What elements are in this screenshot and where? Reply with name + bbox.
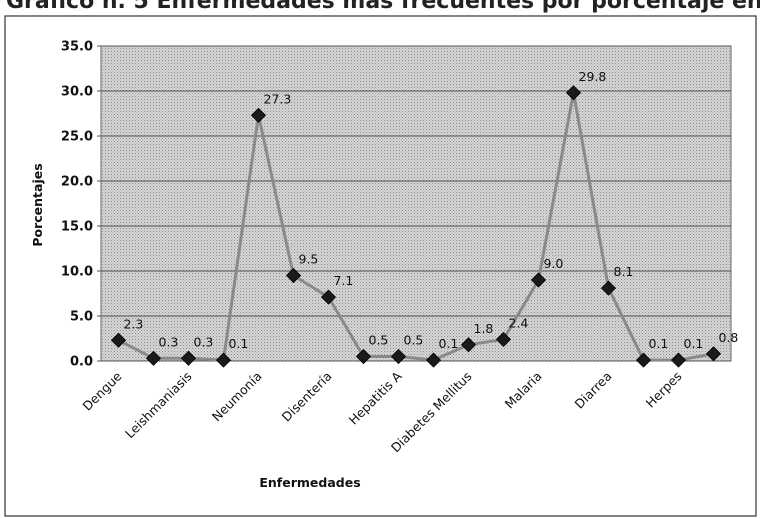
data-point-marker (565, 85, 582, 101)
data-point-marker (285, 267, 302, 284)
y-tick-label: 35.0 (61, 40, 93, 55)
data-label: 0.3 (159, 334, 179, 349)
data-label: 0.8 (719, 330, 739, 345)
data-label: 0.1 (684, 336, 704, 351)
data-label: 29.8 (579, 69, 607, 84)
cropped-header-text: Grafico n. 5 Enfermedades mas frecuentes… (6, 0, 760, 14)
data-point-marker (145, 350, 162, 366)
data-label: 27.3 (264, 91, 292, 106)
data-label: 8.1 (614, 264, 634, 279)
data-point-marker (635, 352, 652, 368)
data-point-marker (495, 331, 512, 347)
data-point-marker (390, 348, 407, 365)
y-tick-label: 10.0 (61, 265, 93, 280)
y-tick-label: 30.0 (61, 85, 93, 100)
y-tick-label: 15.0 (61, 220, 93, 235)
x-axis-title: Enfermedades (259, 475, 360, 490)
data-point-marker (320, 289, 337, 305)
y-tick-label: 5.0 (70, 310, 93, 325)
data-point-marker (215, 352, 232, 368)
data-point-marker (600, 280, 617, 296)
data-label: 1.8 (474, 321, 494, 336)
y-tick-label: 20.0 (61, 175, 93, 190)
data-label: 9.5 (299, 252, 319, 267)
data-point-marker (705, 346, 722, 362)
data-label: 7.1 (334, 273, 354, 288)
gridlines (97, 45, 731, 362)
plot-area (100, 45, 732, 362)
data-label: 0.1 (229, 336, 249, 351)
data-point-marker (425, 352, 442, 368)
data-label: 0.5 (369, 333, 389, 348)
data-point-marker (355, 348, 372, 365)
data-point-marker (110, 332, 127, 348)
data-label: 0.1 (439, 336, 459, 351)
y-tick-label: 25.0 (61, 130, 93, 145)
data-label: 2.3 (124, 316, 144, 331)
data-label: 0.1 (649, 336, 669, 351)
y-tick-label: 0.0 (70, 355, 93, 370)
data-point-marker (670, 352, 687, 368)
data-point-marker (530, 272, 547, 288)
data-label: 0.5 (404, 333, 424, 348)
data-labels: 2.3 0.3 0.3 0.1 27.3 9.5 7.1 0.5 0.5 0.1 1.8 2.4 9.0… (124, 69, 739, 351)
series-markers (110, 85, 722, 368)
y-axis-title: Porcentajes (30, 163, 45, 246)
data-point-marker (180, 350, 197, 366)
data-point-marker (460, 337, 477, 353)
data-label: 9.0 (544, 256, 564, 271)
data-label: 2.4 (509, 315, 529, 330)
y-axis-ticks: 0.0 5.0 10.0 15.0 20.0 25.0 30.0 35.0 (61, 40, 93, 370)
data-point-marker (250, 107, 267, 123)
data-label: 0.3 (194, 334, 214, 349)
